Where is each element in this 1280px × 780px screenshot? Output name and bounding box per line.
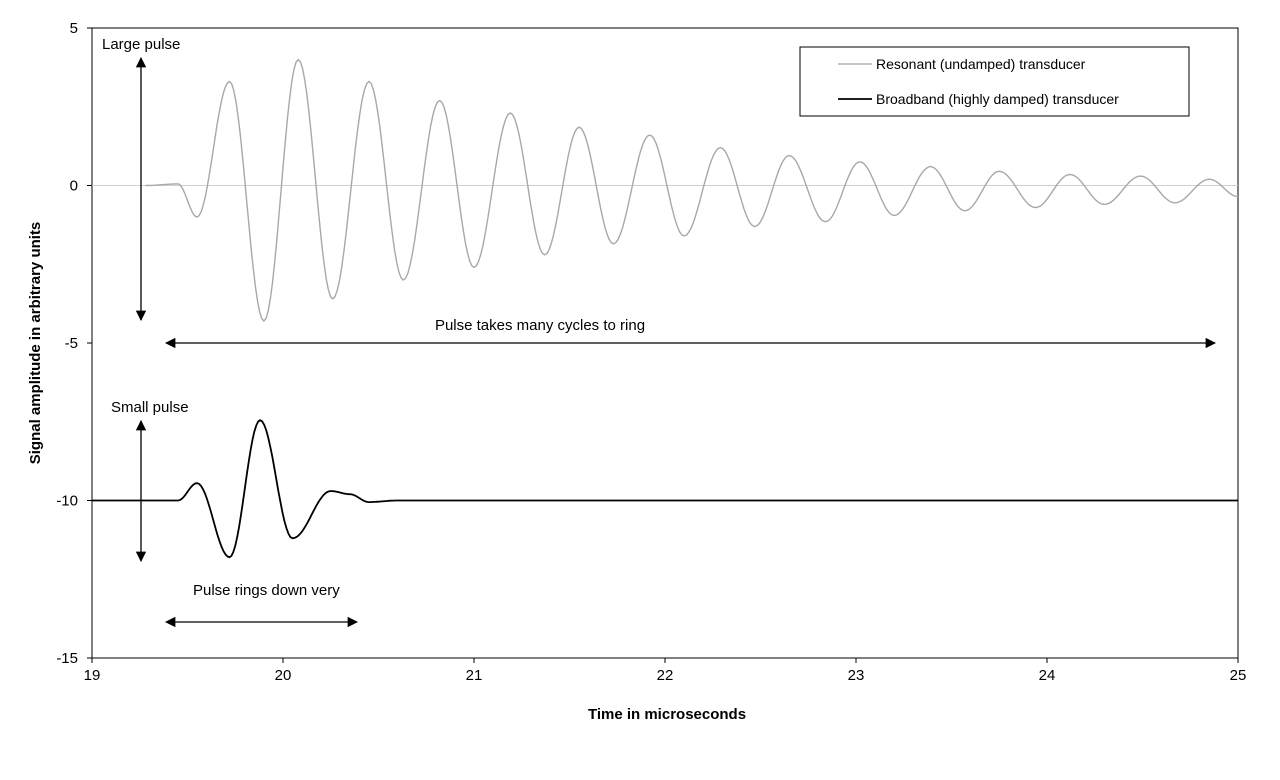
x-tick-label: 21 (466, 667, 483, 684)
x-tick-label: 25 (1230, 667, 1247, 684)
series-line-broadband (92, 419, 1238, 559)
x-tick-label: 23 (848, 667, 865, 684)
y-axis-label: Signal amplitude in arbitrary units (27, 222, 44, 465)
legend: Resonant (undamped) transducer Broadband… (799, 46, 1190, 117)
y-tick-label: -10 (56, 493, 78, 510)
legend-label-resonant: Resonant (undamped) transducer (876, 56, 1086, 72)
y-tick-label: -15 (56, 650, 78, 667)
x-tick-label: 22 (657, 667, 674, 684)
annotation-large-pulse: Large pulse (102, 36, 180, 53)
y-tick-label: -5 (65, 335, 78, 352)
x-axis-label: Time in microseconds (588, 706, 746, 723)
x-tick-label: 24 (1039, 667, 1056, 684)
legend-box (799, 46, 1190, 117)
x-tick-label: 20 (275, 667, 292, 684)
x-tick-label: 19 (84, 667, 101, 684)
series-line-resonant (145, 58, 1239, 323)
y-tick-label: 0 (70, 178, 78, 195)
annotation-rings-down: Pulse rings down very (193, 582, 340, 599)
annotation-many-cycles: Pulse takes many cycles to ring (435, 317, 645, 334)
y-tick-label: 5 (70, 20, 78, 37)
legend-label-broadband: Broadband (highly damped) transducer (876, 91, 1119, 107)
annotation-small-pulse: Small pulse (111, 399, 189, 416)
